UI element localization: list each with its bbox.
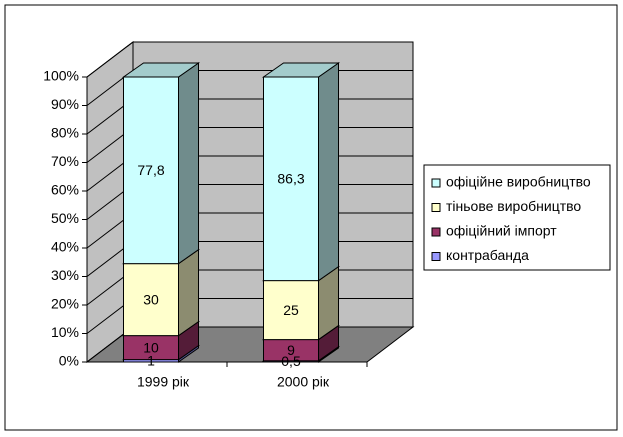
data-label: 77,8 bbox=[137, 162, 164, 178]
y-tick-label: 90% bbox=[51, 96, 79, 112]
bar-side bbox=[318, 62, 339, 282]
bar-side bbox=[178, 62, 199, 265]
data-label: 30 bbox=[143, 291, 159, 307]
legend-swatch bbox=[431, 178, 441, 188]
bar bbox=[263, 280, 319, 341]
y-tick-label: 100% bbox=[43, 68, 79, 84]
legend-swatch bbox=[431, 252, 441, 261]
y-tick-label: 60% bbox=[51, 182, 79, 198]
x-tick-label: 1999 рік bbox=[137, 374, 190, 390]
bar-side bbox=[178, 248, 199, 337]
x-tick-label: 2000 рік bbox=[277, 374, 330, 390]
legend bbox=[423, 164, 611, 271]
y-tick-label: 20% bbox=[51, 296, 79, 312]
data-label: 9 bbox=[287, 342, 295, 358]
bar bbox=[123, 263, 179, 337]
legend-label: контрабанда bbox=[446, 247, 529, 263]
y-tick-label: 30% bbox=[51, 267, 79, 283]
y-tick-label: 80% bbox=[51, 125, 79, 141]
legend-label: тіньове виробництво bbox=[446, 198, 581, 214]
data-label: 0,5 bbox=[281, 353, 301, 369]
legend-label: офіційне виробництво bbox=[446, 174, 591, 190]
data-label: 1 bbox=[147, 353, 155, 369]
y-tick-label: 10% bbox=[51, 324, 79, 340]
y-tick-label: 40% bbox=[51, 239, 79, 255]
data-label: 86,3 bbox=[277, 171, 304, 187]
bar bbox=[123, 76, 179, 265]
grid-line bbox=[86, 41, 134, 78]
legend-swatch bbox=[431, 227, 441, 237]
y-tick-label: 0% bbox=[59, 353, 79, 369]
legend-swatch bbox=[431, 203, 441, 212]
y-tick-label: 50% bbox=[51, 210, 79, 226]
y-tick-label: 70% bbox=[51, 153, 79, 169]
legend-label: офіційний імпорт bbox=[446, 223, 557, 239]
data-label: 25 bbox=[283, 302, 299, 318]
bars: 110 30 77,8 0,59 25 86,3 bbox=[121, 62, 341, 369]
data-label: 10 bbox=[143, 339, 159, 355]
bar bbox=[263, 76, 319, 282]
